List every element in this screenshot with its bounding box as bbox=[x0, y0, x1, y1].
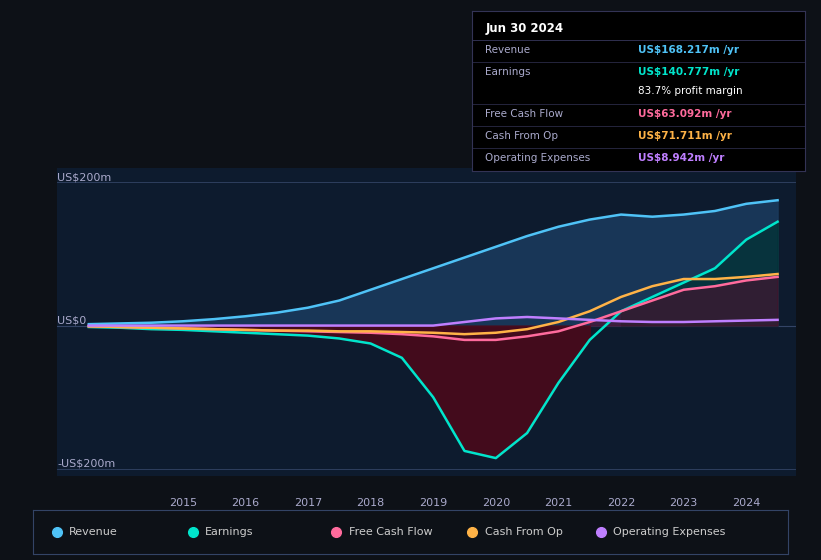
Text: Earnings: Earnings bbox=[485, 67, 531, 77]
Text: -US$200m: -US$200m bbox=[57, 459, 116, 469]
Text: US$8.942m /yr: US$8.942m /yr bbox=[639, 153, 725, 164]
Text: 83.7% profit margin: 83.7% profit margin bbox=[639, 86, 743, 96]
Text: Cash From Op: Cash From Op bbox=[485, 131, 558, 141]
Text: US$0: US$0 bbox=[57, 316, 87, 325]
Text: Jun 30 2024: Jun 30 2024 bbox=[485, 22, 563, 35]
Text: Cash From Op: Cash From Op bbox=[484, 527, 562, 537]
Text: US$200m: US$200m bbox=[57, 172, 112, 183]
Text: Free Cash Flow: Free Cash Flow bbox=[485, 109, 563, 119]
Text: Revenue: Revenue bbox=[69, 527, 118, 537]
Text: US$168.217m /yr: US$168.217m /yr bbox=[639, 45, 740, 55]
Text: Revenue: Revenue bbox=[485, 45, 530, 55]
Text: Operating Expenses: Operating Expenses bbox=[485, 153, 590, 164]
Text: US$63.092m /yr: US$63.092m /yr bbox=[639, 109, 732, 119]
Text: Free Cash Flow: Free Cash Flow bbox=[349, 527, 432, 537]
Text: Earnings: Earnings bbox=[205, 527, 254, 537]
Text: US$71.711m /yr: US$71.711m /yr bbox=[639, 131, 732, 141]
Text: US$140.777m /yr: US$140.777m /yr bbox=[639, 67, 740, 77]
Text: Operating Expenses: Operating Expenses bbox=[613, 527, 725, 537]
